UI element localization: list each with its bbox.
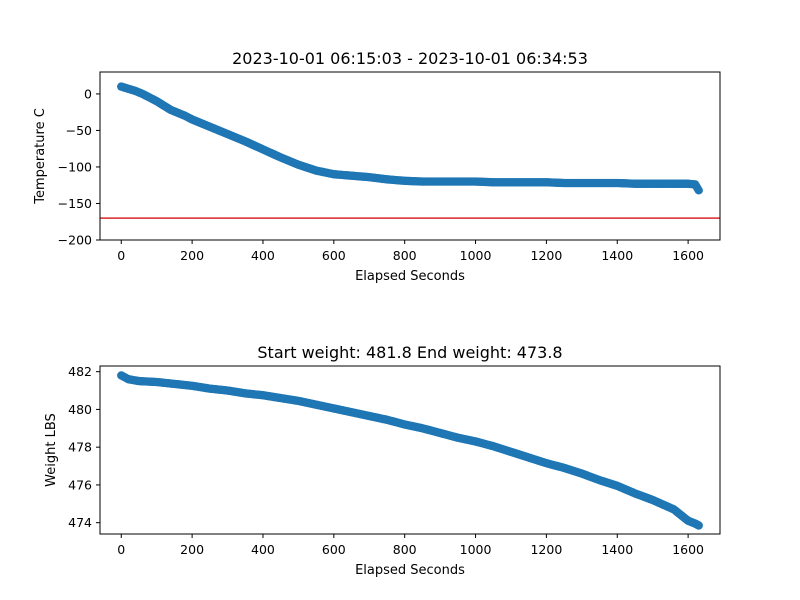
temperature-y-axis-label: Temperature C (33, 108, 48, 205)
weight-y-tick-label: 476 (68, 477, 92, 492)
temperature-y-tick-label: −150 (58, 196, 92, 211)
temperature-y-ticks: 0 −50 −100 −150 −200 (58, 86, 100, 248)
weight-chart-title: Start weight: 481.8 End weight: 473.8 (257, 343, 562, 362)
weight-y-tick-label: 478 (68, 440, 92, 455)
temperature-y-tick-label: −200 (58, 233, 92, 248)
weight-x-ticks: 0 200 400 600 800 1000 1200 1400 1600 (117, 534, 704, 557)
temperature-chart-title: 2023-10-01 06:15:03 - 2023-10-01 06:34:5… (232, 49, 588, 68)
temperature-y-tick-label: −100 (58, 159, 92, 174)
weight-x-tick-label: 400 (251, 542, 275, 557)
temperature-x-tick-label: 600 (322, 248, 346, 263)
temperature-x-tick-label: 800 (393, 248, 417, 263)
temperature-x-tick-label: 1400 (601, 248, 633, 263)
temperature-x-tick-label: 0 (117, 248, 125, 263)
temperature-chart: 2023-10-01 06:15:03 - 2023-10-01 06:34:5… (33, 49, 721, 284)
temperature-y-tick-label: −50 (66, 123, 92, 138)
weight-y-tick-label: 474 (68, 515, 92, 530)
weight-x-tick-label: 1200 (530, 542, 562, 557)
weight-x-tick-label: 200 (180, 542, 204, 557)
weight-x-tick-label: 1000 (460, 542, 492, 557)
weight-y-tick-label: 482 (68, 364, 92, 379)
weight-y-ticks: 474 476 478 480 482 (68, 364, 100, 530)
temperature-plot-frame (99, 71, 721, 241)
weight-plot-frame (99, 365, 721, 535)
weight-x-tick-label: 1600 (672, 542, 704, 557)
weight-data-point (694, 521, 703, 530)
temperature-x-ticks: 0 200 400 600 800 1000 1200 1400 1600 (117, 240, 704, 263)
weight-chart: Start weight: 481.8 End weight: 473.8 0 2… (44, 343, 721, 578)
temperature-x-tick-label: 1000 (460, 248, 492, 263)
temperature-x-tick-label: 200 (180, 248, 204, 263)
temperature-x-tick-label: 1200 (530, 248, 562, 263)
temperature-x-axis-label: Elapsed Seconds (355, 269, 465, 284)
temperature-y-tick-label: 0 (84, 86, 92, 101)
weight-x-tick-label: 600 (322, 542, 346, 557)
weight-x-tick-label: 0 (117, 542, 125, 557)
weight-y-axis-label: Weight LBS (44, 413, 59, 487)
weight-points (117, 371, 703, 530)
weight-x-tick-label: 1400 (601, 542, 633, 557)
temperature-points (117, 82, 703, 195)
weight-y-tick-label: 480 (68, 402, 92, 417)
weight-x-axis-label: Elapsed Seconds (355, 563, 465, 578)
temperature-x-tick-label: 1600 (672, 248, 704, 263)
weight-x-tick-label: 800 (393, 542, 417, 557)
temperature-data-point (694, 186, 703, 195)
temperature-x-tick-label: 400 (251, 248, 275, 263)
